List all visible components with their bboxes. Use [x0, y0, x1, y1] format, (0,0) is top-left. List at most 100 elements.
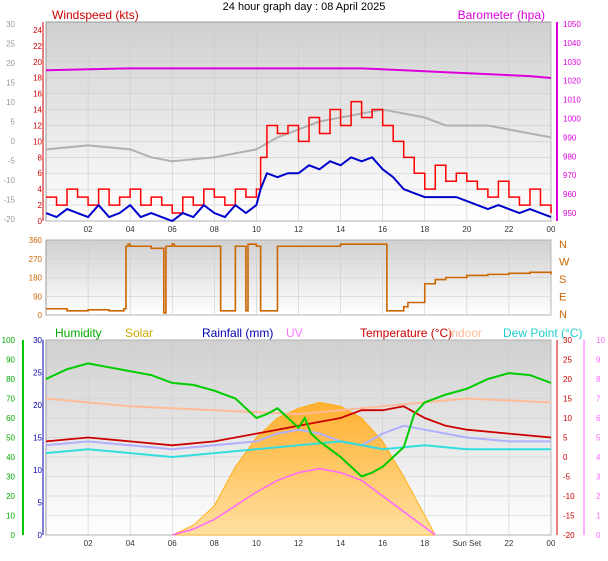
legend-humidity: Humidity [55, 326, 102, 340]
barometer-tick: 1040 [563, 39, 581, 48]
humidity-line [45, 362, 552, 478]
temp-tick: 5 [563, 434, 568, 443]
legend-indoor: Indoor [448, 326, 482, 340]
outer-tick: 0 [11, 137, 16, 146]
temp-tick: 10 [563, 414, 572, 423]
uv-tick: 5 [596, 434, 601, 443]
barometer-axis-title: Barometer (hpa) [458, 8, 545, 22]
outer-tick: 10 [6, 98, 15, 107]
legend-temperature: Temperature (°C) [360, 326, 452, 340]
direction-line [46, 243, 552, 314]
outer-tick: 20 [6, 59, 15, 68]
uv-tick: 7 [596, 395, 601, 404]
x-tick-label: 04 [126, 539, 135, 548]
outer-tick: -5 [8, 157, 16, 166]
humidity-tick: 20 [6, 492, 15, 501]
uv-tick: 3 [596, 473, 601, 482]
legend-solar: Solar [125, 326, 153, 340]
barometer-tick: 1020 [563, 77, 581, 86]
legend-dewpoint: Dew Point (°C) [503, 326, 582, 340]
temp-tick: -15 [563, 512, 575, 521]
windspeed-tick: 8 [38, 153, 43, 162]
x-tick-label: 14 [336, 539, 345, 548]
windspeed-tick: 10 [33, 137, 42, 146]
rain-tick: 0 [38, 531, 43, 540]
barometer-tick: 1050 [563, 20, 581, 29]
legend-rainfall: Rainfall (mm) [202, 326, 273, 340]
x-tick-label: 10 [252, 225, 261, 234]
humidity-tick: 80 [6, 375, 15, 384]
windspeed-tick: 0 [38, 217, 43, 226]
x-tick-label: 12 [294, 539, 303, 548]
rain-tick: 15 [33, 434, 42, 443]
x-tick-label: 16 [378, 539, 387, 548]
x-tick-label: 18 [420, 539, 429, 548]
x-tick-label: 08 [210, 225, 219, 234]
x-tick-label: 04 [126, 225, 135, 234]
rain-tick: 25 [33, 369, 42, 378]
direction-tick: 270 [29, 255, 43, 264]
windavg-line [45, 156, 552, 223]
outer-tick: -15 [3, 196, 15, 205]
uv-tick: 4 [596, 453, 601, 462]
x-tick-label: 08 [210, 539, 219, 548]
temperature-line [45, 405, 552, 447]
barometer-tick: 950 [563, 209, 577, 218]
humidity-tick: 0 [11, 531, 16, 540]
rain-tick: 10 [33, 466, 42, 475]
uv-line [172, 467, 436, 536]
outer-tick: -20 [3, 215, 15, 224]
humidity-tick: 50 [6, 434, 15, 443]
windspeed-tick: 4 [38, 185, 43, 194]
barometer-line [45, 67, 552, 80]
outer-tick: 15 [6, 79, 15, 88]
x-tick-label: 22 [504, 539, 513, 548]
uv-tick: 6 [596, 414, 601, 423]
barometer-tick: 980 [563, 152, 577, 161]
temp-tick: -10 [563, 492, 575, 501]
rain-tick: 30 [33, 336, 42, 345]
x-tick-label: 00 [547, 225, 556, 234]
humidity-tick: 10 [6, 512, 15, 521]
humidity-tick: 30 [6, 473, 15, 482]
x-tick-label: 20 [462, 225, 471, 234]
windspeed-tick: 12 [33, 121, 42, 130]
windspeed-tick: 22 [33, 42, 42, 51]
uv-tick: 8 [596, 375, 601, 384]
temp-tick: 20 [563, 375, 572, 384]
direction-tick: 0 [38, 311, 43, 320]
x-tick-label: 16 [378, 225, 387, 234]
uv-tick: 0 [596, 531, 601, 540]
x-tick-label: 22 [504, 225, 513, 234]
humidity-tick: 70 [6, 395, 15, 404]
windspeed-tick: 24 [33, 26, 42, 35]
compass-tick: W [559, 257, 570, 269]
uv-tick: 9 [596, 356, 601, 365]
windspeed-tick: 14 [33, 106, 42, 115]
x-tick-label: 06 [168, 225, 177, 234]
legend: Humidity Solar Rainfall (mm) UV Temperat… [55, 326, 582, 340]
compass-tick: S [559, 274, 566, 286]
x-tick-label: 18 [420, 225, 429, 234]
dewpoint-line [45, 440, 551, 459]
temp-tick: 0 [563, 453, 568, 462]
barometer-tick: 960 [563, 190, 577, 199]
windspeed-tick: 20 [33, 58, 42, 67]
indoor-line [45, 397, 552, 416]
windspeed-tick: 6 [38, 169, 43, 178]
page-title: 24 hour graph day : 08 April 2025 [223, 1, 386, 13]
humidity-tick: 90 [6, 356, 15, 365]
temp-tick: 15 [563, 395, 572, 404]
x-tick-label: Sun Set [453, 539, 482, 548]
x-tick-label: 00 [547, 539, 556, 548]
barometer-tick: 970 [563, 171, 577, 180]
outer-tick: 5 [11, 118, 16, 127]
rain-tick: 5 [38, 499, 43, 508]
uv-tick: 10 [596, 336, 605, 345]
x-tick-label: 12 [294, 225, 303, 234]
lavender-line [45, 424, 551, 451]
humidity-tick: 60 [6, 414, 15, 423]
x-tick-label: 06 [168, 539, 177, 548]
x-tick-label: 02 [84, 225, 93, 234]
